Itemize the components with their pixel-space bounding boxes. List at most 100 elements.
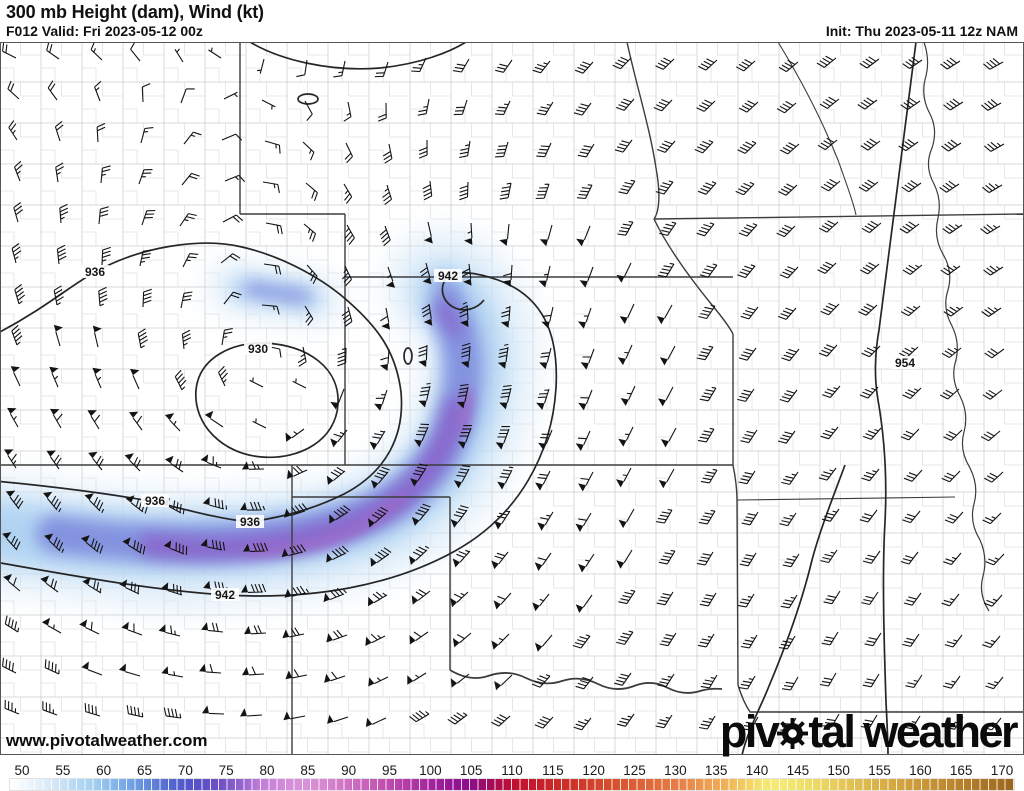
wind-barb <box>13 160 23 182</box>
wind-barb <box>261 304 280 315</box>
wind-barb <box>942 675 961 689</box>
wind-barb <box>497 343 509 369</box>
wind-barb <box>240 501 266 511</box>
wind-barb <box>943 98 964 111</box>
wind-barb <box>941 470 961 483</box>
wind-barb <box>616 98 635 111</box>
wind-barb <box>242 666 265 676</box>
wind-barb <box>379 225 391 247</box>
wind-barb <box>818 467 837 481</box>
wind-barb <box>422 180 433 201</box>
wind-barb <box>181 172 200 186</box>
contour-label-936: 936 <box>81 265 109 279</box>
wind-barb <box>379 348 390 371</box>
wind-barb <box>656 591 674 606</box>
wind-barb <box>499 223 510 246</box>
wind-barb <box>374 389 388 411</box>
wind-barb <box>902 510 921 524</box>
wind-barb <box>98 206 109 225</box>
wind-barb <box>499 182 512 200</box>
wind-barb <box>575 594 593 613</box>
wind-barb <box>980 430 1001 442</box>
wind-barb <box>124 453 141 472</box>
wind-barb <box>365 633 386 646</box>
wind-barb <box>202 705 225 715</box>
wind-barb <box>778 59 799 73</box>
wind-barb <box>174 48 184 63</box>
map-layers: 936 942 930 954 936 936 942 <box>0 41 1024 756</box>
wind-barb <box>656 508 673 524</box>
wind-barb <box>285 428 305 442</box>
wind-barb <box>655 57 675 70</box>
wind-barb <box>942 223 963 234</box>
wind-barb <box>658 468 675 489</box>
colorbar-tick-155: 155 <box>868 763 891 778</box>
wind-barb <box>899 346 919 358</box>
wind-barb <box>781 348 800 362</box>
wind-barb <box>823 590 841 605</box>
wind-barb <box>3 574 21 592</box>
wind-barb <box>534 634 553 652</box>
wind-barb <box>84 703 101 717</box>
wind-barb <box>859 56 880 69</box>
wind-barb <box>4 699 20 715</box>
wind-barb <box>985 676 1004 690</box>
wind-barb <box>578 389 593 411</box>
wind-barb <box>223 91 238 100</box>
wind-barb <box>939 180 960 193</box>
wind-barb <box>344 224 355 245</box>
wind-barbs-layer <box>2 41 1005 732</box>
logo-text-piv: piv <box>719 706 780 757</box>
wind-barb <box>944 634 963 648</box>
wind-barb <box>573 717 592 731</box>
contour-label-942: 942 <box>434 269 462 283</box>
wind-barb <box>411 589 431 605</box>
wind-barb <box>96 122 106 143</box>
wind-barb <box>141 83 151 103</box>
wind-barb <box>130 368 140 390</box>
wind-barb <box>617 344 633 366</box>
wind-barb <box>53 285 64 306</box>
wind-barb <box>698 304 716 320</box>
wind-barb <box>618 179 636 195</box>
wind-barb <box>330 388 345 410</box>
wind-barb <box>535 183 550 200</box>
wind-barb <box>79 619 100 635</box>
colorbar-tick-60: 60 <box>96 763 112 778</box>
wind-barb <box>901 180 922 193</box>
wind-barb <box>500 305 511 328</box>
wind-barb <box>92 325 102 348</box>
wind-barb <box>941 593 960 607</box>
wind-barb <box>575 512 592 532</box>
wind-barb <box>653 98 673 112</box>
wind-barb <box>4 615 20 633</box>
wind-barb <box>782 553 800 568</box>
contour-label-954: 954 <box>891 356 919 370</box>
wind-barb <box>130 41 141 62</box>
wind-barb <box>326 466 346 485</box>
wind-barb <box>421 303 433 326</box>
wind-barb <box>494 674 513 691</box>
wind-barb <box>660 427 677 448</box>
wind-barb <box>243 542 269 552</box>
wind-barb <box>459 181 469 201</box>
wind-barb <box>337 347 347 367</box>
wind-barb <box>823 713 840 728</box>
wind-barb <box>497 466 514 490</box>
wind-barb <box>741 511 759 526</box>
svg-text:942: 942 <box>215 588 235 602</box>
wind-barb <box>411 57 427 73</box>
wind-barb <box>139 249 152 267</box>
wind-barb <box>368 676 389 687</box>
wind-barb <box>859 386 879 399</box>
wind-barb <box>296 59 308 78</box>
wind-barb <box>491 633 510 650</box>
wind-barb <box>539 347 552 370</box>
wind-barb <box>619 303 635 324</box>
wind-barb <box>776 224 796 238</box>
wind-barb <box>240 708 263 717</box>
wind-barb <box>943 306 964 317</box>
wind-barb <box>129 411 143 431</box>
wind-barb <box>985 553 1005 566</box>
wind-barb <box>900 97 921 111</box>
